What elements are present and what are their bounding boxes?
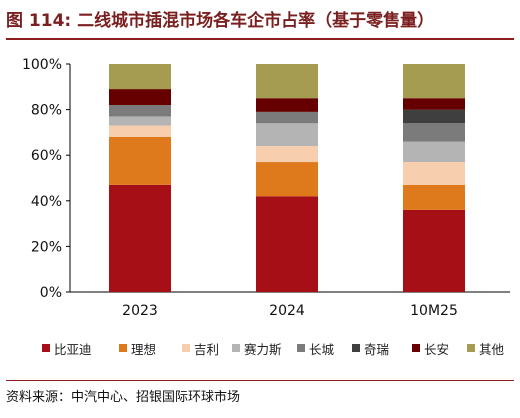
legend-label: 吉利 <box>194 341 220 357</box>
bar-segment <box>403 64 465 99</box>
legend-label: 其他 <box>479 341 505 357</box>
bar-segment <box>109 64 171 90</box>
bar-segment <box>256 98 318 112</box>
bar-segment <box>109 105 171 117</box>
bar-segment <box>403 162 465 185</box>
bar-segment <box>256 146 318 163</box>
y-tick-label: 100% <box>22 57 62 73</box>
legend-label: 长城 <box>309 341 335 357</box>
x-tick-label: 10M25 <box>410 303 458 319</box>
bar-segment <box>109 136 171 185</box>
bar-segment <box>109 125 171 137</box>
bar-segment <box>109 184 171 292</box>
y-tick-label: 80% <box>31 103 62 119</box>
legend-swatch <box>232 344 240 352</box>
legend-swatch <box>412 344 420 352</box>
legend-item: 吉利 <box>182 338 219 358</box>
bar-segment <box>403 184 465 210</box>
legend-item: 理想 <box>119 338 156 358</box>
legend-item: 其他 <box>467 338 504 358</box>
legend-item: 长安 <box>412 338 449 358</box>
legend-swatch <box>119 344 127 352</box>
figure-title: 图 114: 二线城市插混市场各车企市占率（基于零售量） <box>6 11 435 31</box>
source-note: 资料来源：中汽中心、招银国际环球市场 <box>6 390 241 405</box>
legend-item: 赛力斯 <box>232 338 282 358</box>
bar-segment <box>256 162 318 197</box>
bar-segment <box>256 111 318 124</box>
bar-segment <box>109 89 171 106</box>
chart-legend: 比亚迪 理想 吉利 赛力斯 长城 奇瑞 长安 其他 <box>0 338 520 358</box>
legend-label: 理想 <box>131 341 157 357</box>
y-tick-label: 40% <box>31 194 62 210</box>
legend-swatch <box>182 344 190 352</box>
legend-item: 奇瑞 <box>352 338 389 358</box>
legend-label: 奇瑞 <box>364 341 390 357</box>
bar-segment <box>403 123 465 142</box>
bar-segment <box>403 98 465 110</box>
stacked-bar-chart: 0% 20% 40% 60% 80% 100% 2023 2024 10M25 <box>22 57 510 319</box>
legend-label: 长安 <box>424 341 450 357</box>
legend-swatch <box>467 344 475 352</box>
x-tick-label: 2023 <box>122 303 158 319</box>
y-tick-label: 0% <box>40 285 62 301</box>
bar-segment <box>403 141 465 163</box>
legend-swatch <box>352 344 360 352</box>
bar-segment <box>109 116 171 126</box>
bar-segment <box>403 209 465 292</box>
title-rule <box>6 38 514 40</box>
legend-swatch <box>42 344 50 352</box>
bar-segment <box>256 123 318 147</box>
legend-swatch <box>297 344 305 352</box>
legend-label: 赛力斯 <box>244 341 282 357</box>
legend-item: 长城 <box>297 338 334 358</box>
y-tick-label: 20% <box>31 239 62 255</box>
x-tick-label: 2024 <box>269 303 305 319</box>
legend-item: 比亚迪 <box>42 338 92 358</box>
source-rule <box>6 380 514 381</box>
bar-segment <box>403 109 465 124</box>
y-tick-label: 60% <box>31 148 62 164</box>
legend-label: 比亚迪 <box>54 341 92 357</box>
bar-segment <box>256 64 318 99</box>
bar-segment <box>256 196 318 292</box>
